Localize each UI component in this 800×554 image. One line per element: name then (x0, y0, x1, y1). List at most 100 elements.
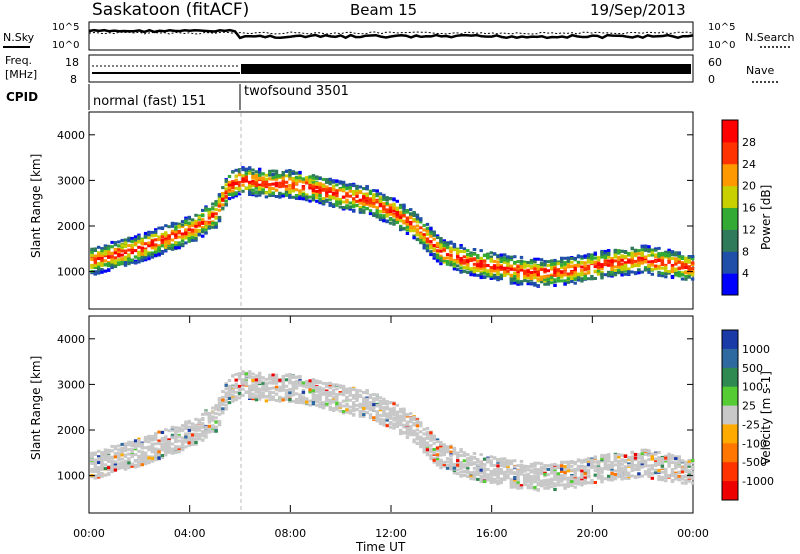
power-cell (274, 172, 279, 175)
power-cell (274, 175, 279, 178)
power-cell (160, 235, 165, 239)
power-cell (164, 231, 168, 235)
velocity-cell (93, 468, 97, 472)
power-cell (358, 198, 363, 202)
velocity-cell (516, 464, 520, 468)
velocity-cell (560, 464, 564, 468)
velocity-cell (100, 453, 104, 457)
power-cell (657, 273, 661, 277)
power-cell (466, 260, 470, 264)
velocity-cell (613, 457, 618, 461)
power-cell (593, 265, 597, 269)
velocity-cell (258, 374, 262, 378)
power-cell (546, 275, 550, 279)
velocity-cell (399, 423, 403, 426)
velocity-cell (482, 468, 487, 472)
velocity-cell (281, 375, 285, 378)
velocity-cell (435, 453, 440, 457)
power-cell (244, 176, 248, 180)
velocity-cell (100, 455, 104, 459)
velocity-cell (251, 392, 255, 396)
velocity-cell (184, 424, 188, 428)
power-cell (217, 200, 222, 203)
velocity-cell (274, 376, 279, 379)
velocity-cell (117, 452, 121, 456)
velocity-cell (650, 455, 654, 459)
power-cell (419, 226, 423, 230)
power-cell (637, 268, 641, 272)
velocity-cell (486, 468, 490, 471)
velocity-cell (449, 457, 453, 461)
velocity-cell (234, 372, 238, 376)
power-cell (345, 193, 349, 197)
power-cell (315, 177, 319, 181)
power-cell (177, 246, 181, 250)
velocity-cell (147, 458, 151, 462)
velocity-cell (325, 382, 329, 386)
velocity-cell (321, 405, 326, 409)
velocity-cell (627, 463, 631, 467)
velocity-cell (164, 442, 168, 446)
velocity-cell (570, 478, 574, 482)
velocity-cell (338, 391, 342, 394)
velocity-cell (570, 484, 574, 487)
velocity-cell (620, 453, 624, 457)
power-cell (674, 262, 678, 266)
power-cell (469, 258, 473, 262)
power-cell (352, 184, 356, 187)
power-cell (623, 261, 628, 265)
power-cell (664, 269, 668, 273)
power-cell (368, 192, 373, 196)
velocity-cell (399, 430, 403, 434)
power-cell (674, 268, 678, 272)
power-cell (496, 255, 500, 259)
velocity-cell (422, 437, 426, 441)
velocity-cell (113, 463, 118, 467)
velocity-cell (268, 392, 272, 396)
velocity-cell (110, 470, 114, 474)
velocity-cell (570, 480, 574, 483)
velocity-cell (184, 427, 188, 430)
velocity-cell (647, 472, 651, 476)
velocity-cell (422, 432, 426, 436)
power-cell (509, 264, 514, 268)
velocity-cell (194, 434, 198, 438)
velocity-cell (341, 390, 346, 393)
power-cell (580, 277, 584, 281)
velocity-cell (288, 388, 292, 391)
power-cell (103, 246, 108, 250)
velocity-cell (570, 475, 574, 479)
velocity-cell (103, 458, 108, 462)
velocity-cell (637, 462, 641, 466)
velocity-cell (563, 465, 567, 469)
power-cell (533, 283, 537, 287)
velocity-cell (268, 387, 272, 390)
velocity-cell (251, 376, 255, 379)
velocity-cell (580, 465, 584, 469)
power-cell (586, 271, 591, 275)
velocity-cell (503, 473, 507, 477)
velocity-cell (607, 456, 611, 460)
velocity-cell (415, 437, 420, 441)
velocity-cell (667, 463, 671, 467)
power-cell (180, 239, 185, 243)
velocity-cell (590, 459, 594, 463)
velocity-cell (640, 474, 644, 478)
power-cell (221, 197, 225, 201)
power-cell (399, 211, 403, 215)
velocity-cell (553, 482, 557, 486)
velocity-cell (432, 441, 436, 445)
power-cell (560, 266, 564, 269)
power-cell (489, 266, 493, 270)
velocity-cell (472, 456, 477, 460)
velocity-cell (217, 423, 222, 427)
velocity-cell (365, 397, 369, 401)
velocity-cell (580, 475, 584, 479)
power-cell (217, 204, 222, 208)
velocity-cell (617, 459, 621, 463)
power-cell (620, 254, 624, 258)
power-cell (355, 194, 359, 198)
velocity-cell (553, 465, 557, 468)
power-cell (516, 282, 520, 286)
power-cell (321, 188, 326, 192)
